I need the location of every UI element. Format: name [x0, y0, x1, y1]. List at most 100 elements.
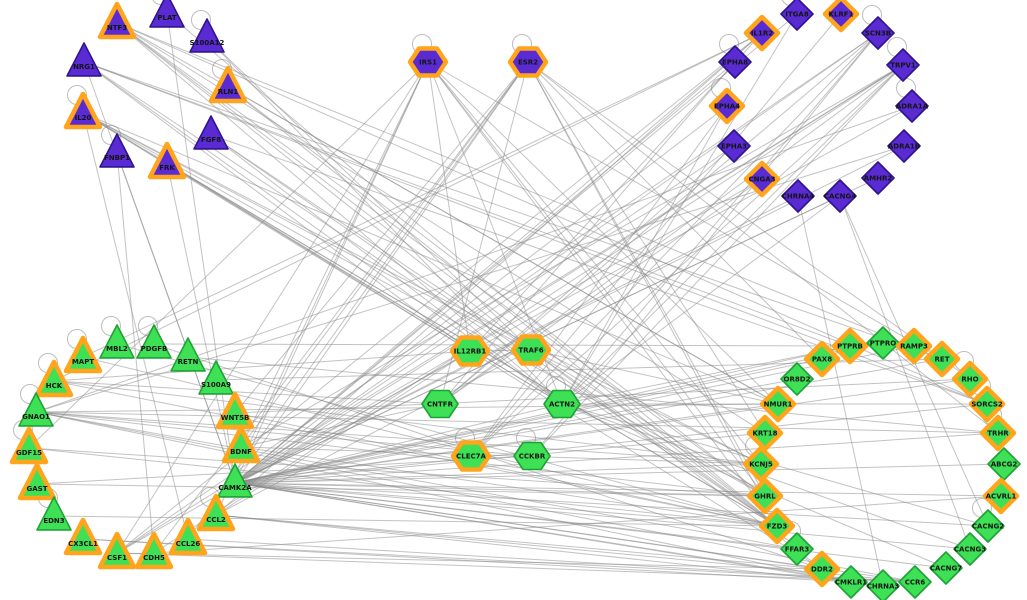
triangle-node-shape[interactable]: [97, 531, 137, 570]
diamond-node-shape[interactable]: [923, 340, 961, 378]
node-CACNG3[interactable]: CACNG3: [953, 532, 987, 566]
diamond-node-shape[interactable]: [746, 414, 784, 452]
node-ESR2[interactable]: ESR2: [507, 46, 549, 78]
node-CHRNA4[interactable]: CHRNA4: [781, 179, 815, 213]
diamond-node-shape[interactable]: [887, 129, 921, 163]
node-FRK[interactable]: FRK: [147, 141, 187, 180]
triangle-node-shape[interactable]: [36, 496, 72, 531]
node-CACNG4[interactable]: CACNG4: [823, 179, 857, 213]
diamond-node-shape[interactable]: [866, 326, 900, 360]
diamond-node-shape[interactable]: [953, 532, 987, 566]
triangle-node-shape[interactable]: [208, 65, 248, 104]
triangle-node-shape[interactable]: [215, 391, 255, 430]
node-ADRA1A[interactable]: ADRA1A: [895, 89, 929, 123]
diamond-node-shape[interactable]: [718, 45, 752, 79]
hexagon-node-shape[interactable]: [513, 441, 551, 471]
node-CSF1[interactable]: CSF1: [97, 531, 137, 570]
triangle-node-shape[interactable]: [63, 91, 103, 130]
node-EPHA3[interactable]: EPHA3: [717, 129, 751, 163]
diamond-node-shape[interactable]: [717, 129, 751, 163]
triangle-node-shape[interactable]: [189, 18, 225, 53]
diamond-node-shape[interactable]: [803, 550, 841, 588]
node-NRG1[interactable]: NRG1: [66, 42, 102, 77]
diamond-node-shape[interactable]: [743, 14, 781, 52]
diamond-node-shape[interactable]: [895, 89, 929, 123]
diamond-node-shape[interactable]: [968, 385, 1006, 423]
triangle-node-shape[interactable]: [170, 337, 206, 372]
hexagon-node-shape[interactable]: [510, 334, 552, 366]
diamond-node-shape[interactable]: [861, 16, 895, 50]
triangle-node-shape[interactable]: [63, 517, 103, 556]
node-GAST[interactable]: GAST: [17, 462, 57, 501]
node-CLEC7A[interactable]: CLEC7A: [450, 440, 492, 472]
hexagon-node-shape[interactable]: [543, 389, 581, 419]
node-CACNG7[interactable]: CACNG7: [929, 551, 963, 585]
node-MBL2[interactable]: MBL2: [99, 324, 135, 359]
triangle-node-shape[interactable]: [168, 517, 208, 556]
diamond-node-shape[interactable]: [895, 327, 933, 365]
triangle-node-shape[interactable]: [66, 42, 102, 77]
diamond-node-shape[interactable]: [898, 565, 932, 599]
diamond-node-shape[interactable]: [982, 477, 1020, 515]
node-IL1R2[interactable]: IL1R2: [743, 14, 781, 52]
node-KRT18[interactable]: KRT18: [746, 414, 784, 452]
node-CNGA3[interactable]: CNGA3: [743, 160, 781, 198]
diamond-node-shape[interactable]: [823, 179, 857, 213]
triangle-node-shape[interactable]: [136, 324, 172, 359]
diamond-node-shape[interactable]: [780, 0, 814, 31]
triangle-node-shape[interactable]: [99, 133, 135, 168]
diamond-node-shape[interactable]: [987, 447, 1021, 481]
diamond-node-shape[interactable]: [886, 48, 920, 82]
node-IL20[interactable]: IL20: [63, 91, 103, 130]
diamond-node-shape[interactable]: [861, 161, 895, 195]
node-EPHA4[interactable]: EPHA4: [708, 87, 746, 125]
node-CCL2[interactable]: CCL2: [196, 493, 236, 532]
diamond-node-shape[interactable]: [866, 569, 900, 600]
node-EDN3[interactable]: EDN3: [36, 496, 72, 531]
node-S100A12[interactable]: S100A12: [189, 18, 225, 53]
hexagon-node-shape[interactable]: [449, 335, 491, 367]
triangle-node-shape[interactable]: [63, 335, 103, 374]
node-ACTN2[interactable]: ACTN2: [543, 389, 581, 419]
diamond-node-shape[interactable]: [831, 327, 869, 365]
diamond-node-shape[interactable]: [951, 360, 989, 398]
triangle-node-shape[interactable]: [149, 0, 185, 28]
hexagon-node-shape[interactable]: [407, 46, 449, 78]
node-KLRF1[interactable]: KLRF1: [822, 0, 860, 33]
triangle-node-shape[interactable]: [99, 324, 135, 359]
node-CNTFR[interactable]: CNTFR: [421, 389, 459, 419]
diamond-node-shape[interactable]: [742, 445, 780, 483]
node-PDGFB[interactable]: PDGFB: [136, 324, 172, 359]
node-CCR6[interactable]: CCR6: [898, 565, 932, 599]
triangle-node-shape[interactable]: [198, 360, 234, 395]
node-ADRA1B[interactable]: ADRA1B: [887, 129, 921, 163]
diamond-node-shape[interactable]: [971, 509, 1005, 543]
diamond-node-shape[interactable]: [979, 414, 1017, 452]
diamond-node-shape[interactable]: [708, 87, 746, 125]
node-CHRNA3[interactable]: CHRNA3: [866, 569, 900, 600]
hexagon-node-shape[interactable]: [450, 440, 492, 472]
node-IL12RB1[interactable]: IL12RB1: [449, 335, 491, 367]
node-FGF8[interactable]: FGF8: [193, 115, 229, 150]
diamond-node-shape[interactable]: [781, 179, 815, 213]
diamond-node-shape[interactable]: [803, 340, 841, 378]
triangle-node-shape[interactable]: [134, 531, 174, 570]
node-AMHR2[interactable]: AMHR2: [861, 161, 895, 195]
node-IRS1[interactable]: IRS1: [407, 46, 449, 78]
node-CX3CL1[interactable]: CX3CL1: [63, 517, 103, 556]
triangle-node-shape[interactable]: [34, 359, 74, 398]
triangle-node-shape[interactable]: [193, 115, 229, 150]
diamond-node-shape[interactable]: [834, 565, 868, 599]
node-ABCG2[interactable]: ABCG2: [987, 447, 1021, 481]
triangle-node-shape[interactable]: [18, 392, 54, 427]
triangle-node-shape[interactable]: [217, 463, 253, 498]
diamond-node-shape[interactable]: [746, 477, 784, 515]
node-CCKBR[interactable]: CCKBR: [513, 441, 551, 471]
triangle-node-shape[interactable]: [97, 1, 137, 40]
triangle-node-shape[interactable]: [147, 141, 187, 180]
diamond-node-shape[interactable]: [759, 385, 797, 423]
hexagon-node-shape[interactable]: [421, 389, 459, 419]
diamond-node-shape[interactable]: [929, 551, 963, 585]
